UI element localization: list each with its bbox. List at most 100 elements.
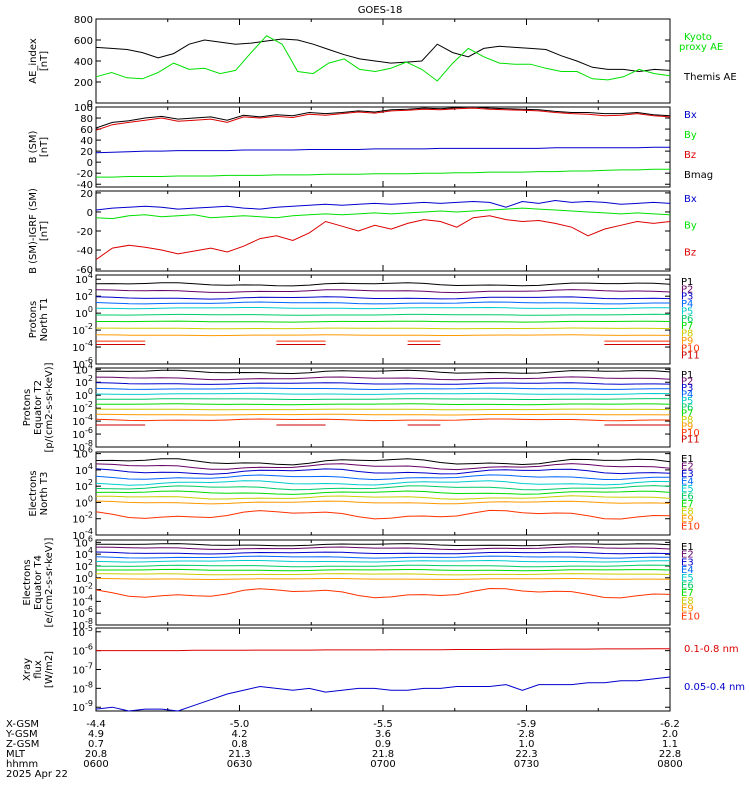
panel-frame <box>95 627 671 712</box>
series-p5 <box>95 306 670 310</box>
x-axis-value: 0730 <box>514 759 539 770</box>
y-tick-label: 0 <box>87 208 93 219</box>
legend-e4: E4 <box>681 477 694 488</box>
y-tick-label: 102 <box>75 558 93 573</box>
legend-e6: E6 <box>681 581 694 592</box>
y-tick-label: 20 <box>80 147 93 158</box>
legend-p8: P8 <box>681 329 693 340</box>
series-e3 <box>95 551 671 555</box>
y-tick-label: 10-4 <box>72 527 93 542</box>
legend-kyoto: Kyoto <box>684 32 712 43</box>
x-axis-value: -5.0 <box>230 719 250 730</box>
legend-by: By <box>684 130 697 141</box>
legend-by: By <box>684 221 697 232</box>
legend-p2: P2 <box>681 284 693 295</box>
legend-bmag: Bmag <box>684 170 713 181</box>
y-tick-label: 10-6 <box>72 356 93 371</box>
x-axis-value: 21.8 <box>372 749 394 760</box>
y-tick-label: 102 <box>75 288 93 303</box>
series-e8 <box>95 495 671 500</box>
panel-frame <box>95 274 671 365</box>
x-axis-value: 22.3 <box>515 749 537 760</box>
series-e5 <box>95 559 671 563</box>
legend-p9: P9 <box>681 336 693 347</box>
legend-e10: E10 <box>681 522 700 533</box>
x-axis-value: 1.0 <box>519 739 535 750</box>
legend-e9: E9 <box>681 514 694 525</box>
series-0-05-0-4-nm <box>95 676 671 712</box>
series-p7 <box>96 320 671 323</box>
legend-themis-ae: Themis AE <box>683 72 737 83</box>
x-axis-row-label: X-GSM <box>6 719 39 730</box>
series-e6 <box>95 485 671 491</box>
legend-e3: E3 <box>681 557 694 568</box>
legend-e1: E1 <box>681 542 694 553</box>
y-tick-label: 106 <box>75 534 93 549</box>
legend-p10: P10 <box>681 343 700 354</box>
x-axis-value: 0700 <box>370 759 395 770</box>
y-tick-label: 60 <box>80 125 93 136</box>
legend-e8: E8 <box>681 507 694 518</box>
y-tick-label: 100 <box>75 570 93 585</box>
legend-p1: P1 <box>681 277 693 288</box>
y-tick-label: 200 <box>74 78 93 89</box>
y-tick-label: 80 <box>80 114 93 125</box>
legend-e5: E5 <box>681 573 694 584</box>
x-axis-value: 0.7 <box>88 739 104 750</box>
legend-e7: E7 <box>681 588 694 599</box>
x-axis-value: 0.9 <box>375 739 391 750</box>
series-p6 <box>95 398 671 400</box>
x-axis-value: 0800 <box>657 759 682 770</box>
y-tick-label: -60 <box>77 265 93 276</box>
x-axis-value: 3.6 <box>375 729 391 740</box>
x-axis-value: -6.2 <box>660 719 680 730</box>
y-tick-label: 10-2 <box>72 322 93 337</box>
y-tick-label: 10-4 <box>72 413 93 428</box>
y-tick-label: 0 <box>87 158 93 169</box>
x-axis-value: 0630 <box>227 759 252 770</box>
y-tick-label: 10-8 <box>72 439 93 454</box>
y-tick-label: 40 <box>80 136 93 147</box>
legend-p1: P1 <box>681 370 693 381</box>
series-p3 <box>95 296 671 300</box>
panel-p_north: 104 102 100 10-2 10-4 10-6 ProtonsNorth T1 P1P2… <box>28 271 700 371</box>
x-axis-row-label: Z-GSM <box>6 739 39 750</box>
x-axis-row-label: 2025 Apr 22 <box>6 769 68 780</box>
series-by <box>95 207 671 220</box>
panel-frame <box>95 190 671 272</box>
y-axis-label: ElectronsEquator T4[e/(cm2-s-sr-keV)] <box>22 537 55 627</box>
series-p1 <box>95 369 671 375</box>
series-p5 <box>95 392 671 395</box>
y-tick-label: 104 <box>75 361 93 376</box>
y-tick-label: 100 <box>75 305 93 320</box>
x-axis-value: 2.0 <box>662 729 678 740</box>
x-axis-value: 20.8 <box>85 749 107 760</box>
y-tick-label: 10-6 <box>72 426 93 441</box>
series-p3 <box>95 382 671 385</box>
series-e2 <box>95 546 671 551</box>
series-themis-ae <box>95 38 671 73</box>
legend-bx: Bx <box>684 194 697 205</box>
legend-e2: E2 <box>681 550 694 561</box>
series-kyoto-proxy-ae <box>95 35 671 82</box>
legend-p6: P6 <box>681 402 693 413</box>
legend-e8: E8 <box>681 596 694 607</box>
y-tick-label: 10-2 <box>72 582 93 597</box>
x-axis-value: 4.2 <box>232 729 248 740</box>
y-axis-label: ProtonsNorth T1 <box>28 298 50 342</box>
legend-p7: P7 <box>681 321 693 332</box>
series-e5 <box>95 480 671 486</box>
legend-p9: P9 <box>681 422 693 433</box>
x-axis-row-label: hhmm <box>6 759 38 770</box>
legend-proxy-ae: proxy AE <box>679 42 723 53</box>
x-axis-value: -5.9 <box>517 719 537 730</box>
series-p4 <box>95 301 670 305</box>
legend-p7: P7 <box>681 409 693 420</box>
x-axis-row-label: Y-GSM <box>5 729 38 740</box>
legend-p5: P5 <box>681 396 693 407</box>
legend-e6: E6 <box>681 492 694 503</box>
y-axis-label: ElectronsNorth T3 <box>28 470 50 516</box>
x-axis-value: 21.3 <box>228 749 250 760</box>
